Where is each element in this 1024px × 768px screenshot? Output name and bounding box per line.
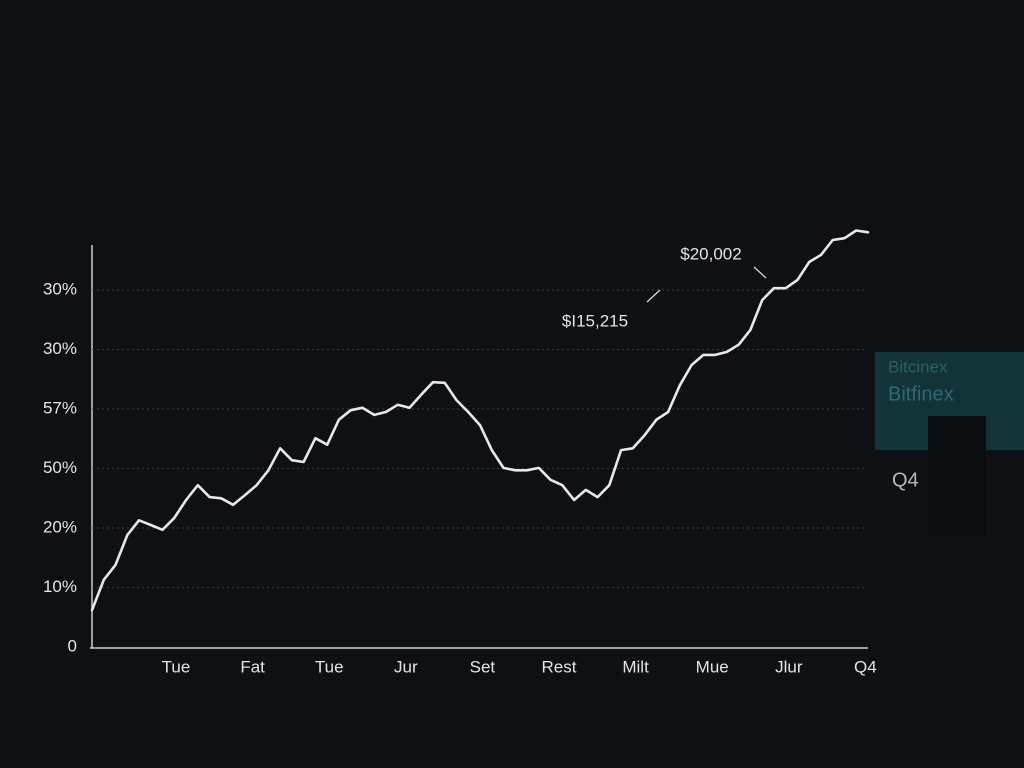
- price-line: [90, 229, 870, 612]
- x-tick-label: Milt: [622, 657, 649, 676]
- x-tick-label: Fat: [240, 657, 265, 676]
- y-tick-label: 10%: [43, 577, 77, 596]
- annotation: $20,002: [680, 244, 741, 263]
- x-tick-label: Tue: [162, 657, 191, 676]
- background-shape: [928, 416, 986, 536]
- x-tick-label: Jur: [394, 657, 418, 676]
- x-tick-label: Rest: [542, 657, 577, 676]
- y-tick-label: 0: [68, 636, 77, 655]
- x-tick-label: Tue: [315, 657, 344, 676]
- annotation-pointer: [753, 266, 767, 279]
- y-tick-label: 30%: [43, 339, 77, 358]
- background-text: Bitfinex: [888, 383, 954, 405]
- x-tick-label: Q4: [854, 657, 877, 676]
- y-tick-label: 57%: [43, 398, 77, 417]
- x-tick-label: Set: [470, 657, 496, 676]
- annotation: $I15,215: [562, 311, 628, 330]
- background-text: Bitcinex: [888, 357, 948, 376]
- y-tick-label: 50%: [43, 458, 77, 477]
- side-label: Q4: [892, 469, 919, 491]
- y-tick-label: 20%: [43, 517, 77, 536]
- y-tick-label: 30%: [43, 279, 77, 298]
- annotation-pointer: [646, 289, 661, 303]
- x-tick-label: Mue: [696, 657, 729, 676]
- x-tick-label: Jlur: [775, 657, 803, 676]
